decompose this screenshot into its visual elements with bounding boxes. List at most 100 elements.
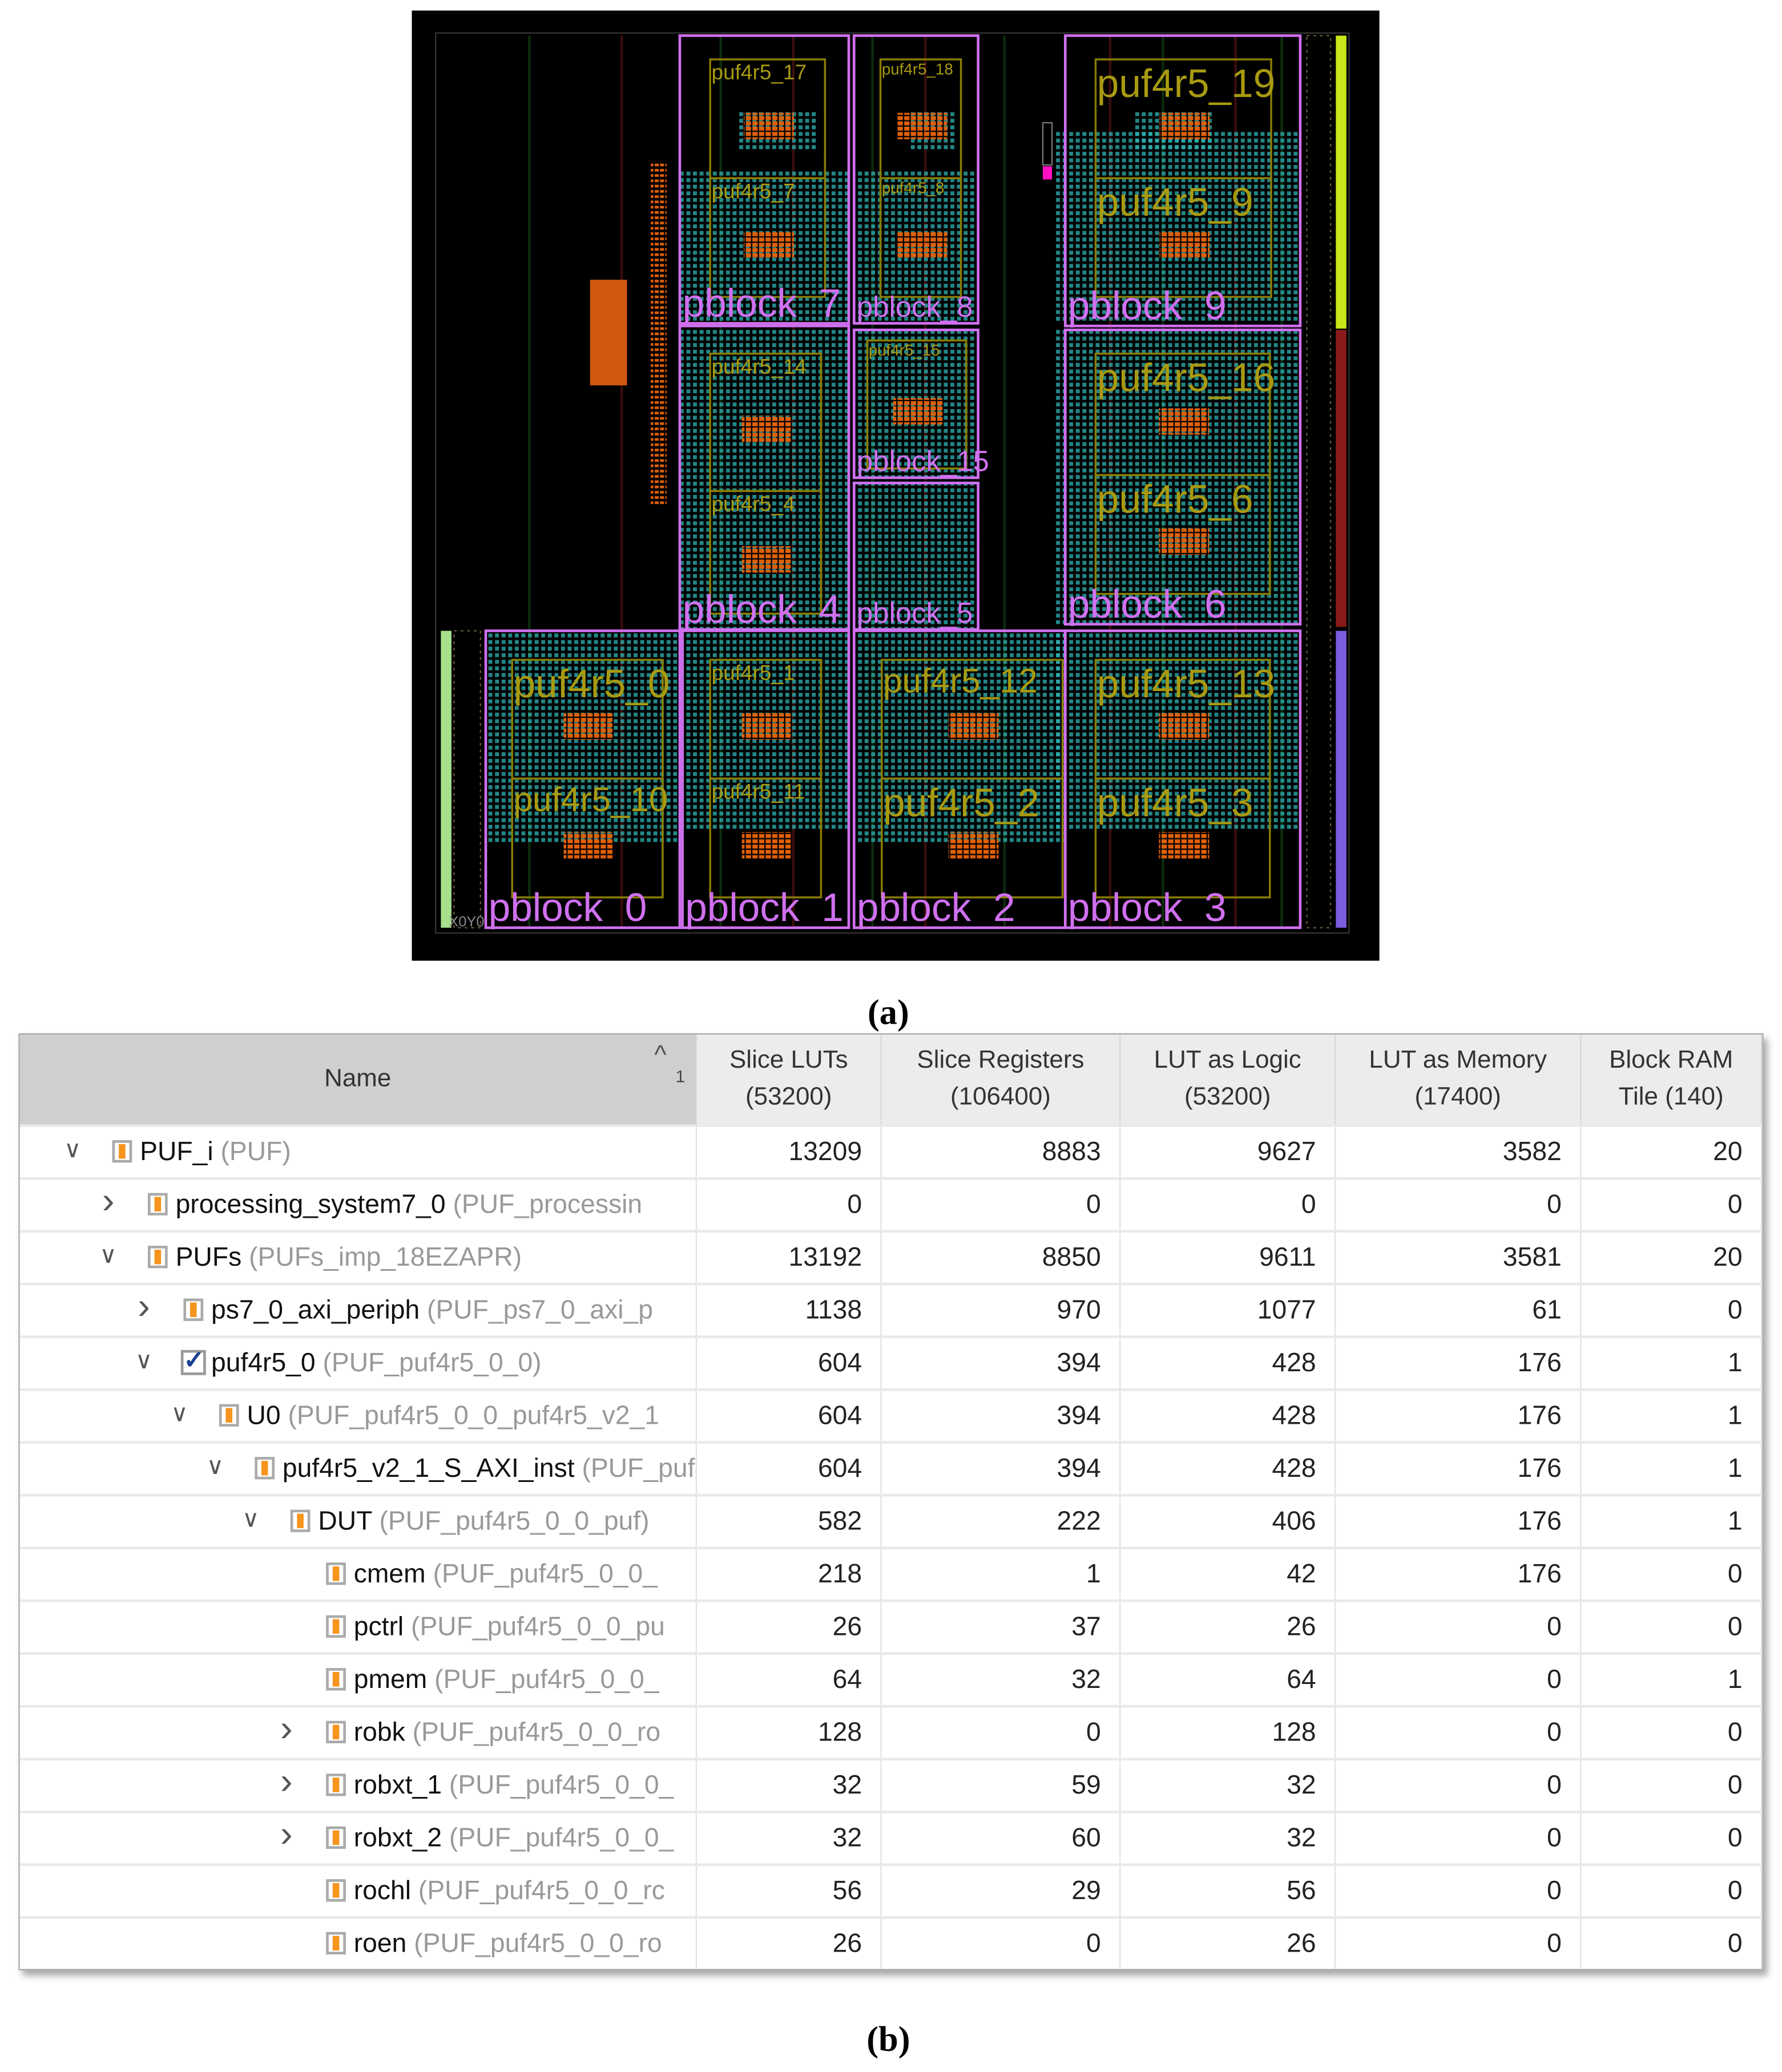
- instance-name[interactable]: U0: [247, 1401, 281, 1431]
- value-cell: 0: [1581, 1180, 1763, 1230]
- chevron-right-icon[interactable]: ›: [280, 1707, 293, 1749]
- value-cell: 1: [1581, 1338, 1763, 1388]
- table-row[interactable]: cmem (PUF_puf4r5_0_0_ 218 1 42 176 0: [19, 1546, 1763, 1600]
- table-row[interactable]: ∨ puf4r5_v2_1_S_AXI_inst (PUF_puf4r560439…: [19, 1441, 1763, 1494]
- instance-name[interactable]: cmem: [353, 1560, 426, 1589]
- table-row[interactable]: pctrl (PUF_puf4r5_0_0_pu 26 37 26 0 0: [19, 1599, 1763, 1653]
- table-row[interactable]: roen (PUF_puf4r5_0_0_ro 26 0 26 0 0: [19, 1916, 1763, 1969]
- table-row[interactable]: rochl (PUF_puf4r5_0_0_rc 56 29 56 0 0: [19, 1863, 1763, 1916]
- table-row[interactable]: › robxt_2 (PUF_puf4r5_0_0_ 32 60 32 0 0: [19, 1810, 1763, 1864]
- instance-name[interactable]: processing_system7_0: [175, 1190, 446, 1219]
- puf-region[interactable]: [1094, 474, 1271, 595]
- puf-region[interactable]: [709, 777, 823, 899]
- chevron-right-icon[interactable]: ›: [280, 1813, 293, 1855]
- fabric-column: [528, 35, 531, 928]
- puf-label: puf4r5_7: [711, 179, 795, 203]
- table-row[interactable]: ∨ U0 (PUF_puf4r5_0_0_puf4r5_v2_1 604 394 428…: [19, 1388, 1763, 1441]
- instance-name[interactable]: PUF_i: [140, 1137, 213, 1167]
- chevron-down-icon[interactable]: ∨: [63, 1136, 82, 1163]
- table-row[interactable]: pmem (PUF_puf4r5_0_0_ 64 32 64 0 1: [19, 1652, 1763, 1705]
- pblock-region[interactable]: [681, 629, 850, 930]
- table-row[interactable]: ∨ PUF_i (PUF) 13209 8883 9627 3582 20: [19, 1124, 1763, 1177]
- instance-name[interactable]: puf4r5_v2_1_S_AXI_inst: [282, 1454, 575, 1484]
- puf-region[interactable]: [1094, 777, 1271, 899]
- chevron-right-icon[interactable]: ›: [102, 1180, 115, 1221]
- pblock-region[interactable]: [678, 34, 850, 325]
- chevron-right-icon[interactable]: ›: [138, 1285, 150, 1327]
- instance-module-type: (PUF_puf4r5_0_0_puf4r5_v2_1: [288, 1401, 660, 1431]
- name-cell: › processing_system7_0 (PUF_processin: [20, 1180, 698, 1230]
- instance-name[interactable]: robk: [353, 1718, 405, 1747]
- table-row[interactable]: › robk (PUF_puf4r5_0_0_ro 128 0 128 0 0: [19, 1705, 1763, 1758]
- instance-module-type: (PUF_puf4r5_0_0_: [449, 1824, 674, 1853]
- puf-region[interactable]: [709, 490, 823, 615]
- chevron-down-icon[interactable]: ∨: [206, 1453, 224, 1480]
- pblock-region[interactable]: [852, 34, 979, 325]
- value-cell: 0: [1336, 1707, 1582, 1758]
- instance-name[interactable]: pctrl: [353, 1612, 404, 1642]
- ring-oscillator-cells: [1159, 408, 1209, 435]
- chevron-down-icon[interactable]: ∨: [135, 1347, 153, 1374]
- ring-oscillator-cells: [897, 112, 948, 139]
- value-cell: 60: [882, 1813, 1121, 1864]
- instance-name[interactable]: rochl: [353, 1876, 412, 1906]
- instance-name[interactable]: pmem: [353, 1665, 428, 1695]
- column-header[interactable]: LUT as Logic (53200): [1120, 1035, 1336, 1125]
- value-cell: 9627: [1120, 1126, 1336, 1177]
- table-row[interactable]: › robxt_1 (PUF_puf4r5_0_0_ 32 59 32 0 0: [19, 1758, 1763, 1811]
- table-row[interactable]: › processing_system7_0 (PUF_processin 0 0 0 0…: [19, 1177, 1763, 1230]
- pblock-label: pblock_3: [1068, 885, 1227, 930]
- table-row[interactable]: ∨ PUFs (PUFs_imp_18EZAPR) 13192 8850 9611 358…: [19, 1230, 1763, 1283]
- table-row[interactable]: ∨ ✓ puf4r5_0 (PUF_puf4r5_0_0) 604 394 428 176 1: [19, 1335, 1763, 1388]
- device-floorplan-view[interactable]: puf4r5_17 puf4r5_7 puf4r5_18 puf4r5_8 puf4r5…: [412, 10, 1380, 961]
- instance-name[interactable]: robxt_2: [353, 1824, 442, 1853]
- puf-region[interactable]: [879, 177, 962, 298]
- chevron-down-icon[interactable]: ∨: [242, 1505, 260, 1532]
- pblock-region[interactable]: [1063, 34, 1302, 328]
- value-cell: 428: [1120, 1443, 1336, 1494]
- utilization-table[interactable]: Name ^ 1 Slice LUTs (53200) Slice Registers …: [18, 1033, 1764, 1970]
- table-row[interactable]: › ps7_0_axi_periph (PUF_ps7_0_axi_p 1138 97…: [19, 1282, 1763, 1336]
- column-header[interactable]: Name ^ 1: [19, 1035, 698, 1125]
- pblock-region[interactable]: [1063, 629, 1302, 930]
- value-cell: 0: [1336, 1602, 1582, 1653]
- value-cell: 0: [1581, 1602, 1763, 1653]
- value-cell: 3581: [1336, 1232, 1582, 1283]
- column-header[interactable]: Slice Registers (106400): [881, 1035, 1121, 1125]
- instance-name[interactable]: DUT: [318, 1506, 372, 1536]
- chevron-right-icon[interactable]: ›: [280, 1760, 293, 1802]
- chevron-down-icon[interactable]: ∨: [171, 1400, 188, 1427]
- instance-name[interactable]: puf4r5_0: [211, 1348, 316, 1378]
- instance-module-type: (PUF_puf4r5: [582, 1454, 695, 1484]
- checked-icon[interactable]: ✓: [180, 1348, 206, 1375]
- instance-name[interactable]: PUFs: [175, 1243, 242, 1273]
- value-cell: 32: [1120, 1760, 1336, 1811]
- value-cell: 1077: [1120, 1285, 1336, 1336]
- puf-region[interactable]: [866, 339, 967, 470]
- value-cell: 0: [1336, 1760, 1582, 1811]
- instance-name[interactable]: roen: [353, 1929, 407, 1958]
- puf-region[interactable]: [709, 177, 827, 298]
- puf-label: puf4r5_8: [882, 179, 945, 197]
- column-header[interactable]: Slice LUTs (53200): [697, 1035, 882, 1125]
- ring-oscillator-cells: [1159, 832, 1209, 859]
- value-cell: 26: [1120, 1602, 1336, 1653]
- name-cell: ∨ PUFs (PUFs_imp_18EZAPR): [20, 1232, 698, 1283]
- value-cell: 394: [882, 1338, 1121, 1388]
- pblock-region[interactable]: [1063, 328, 1302, 626]
- pblock-region[interactable]: [484, 629, 682, 930]
- value-cell: 970: [882, 1285, 1121, 1336]
- instance-module-type: (PUF_puf4r5_0_0_: [434, 1665, 659, 1695]
- puf-region[interactable]: [1094, 177, 1272, 298]
- puf-region[interactable]: [511, 777, 664, 899]
- table-row[interactable]: ∨ DUT (PUF_puf4r5_0_0_puf) 582 222 406 176 1: [19, 1493, 1763, 1547]
- instance-name[interactable]: ps7_0_axi_periph: [211, 1295, 420, 1325]
- pblock-region[interactable]: [852, 328, 979, 479]
- column-header[interactable]: LUT as Memory (17400): [1336, 1035, 1582, 1125]
- instance-icon: [255, 1457, 275, 1480]
- instance-name[interactable]: robxt_1: [353, 1771, 442, 1800]
- column-header[interactable]: Block RAM Tile (140): [1581, 1035, 1763, 1125]
- puf-region[interactable]: [881, 777, 1064, 899]
- sort-ascending-icon[interactable]: ^: [654, 1041, 667, 1071]
- chevron-down-icon[interactable]: ∨: [99, 1242, 117, 1269]
